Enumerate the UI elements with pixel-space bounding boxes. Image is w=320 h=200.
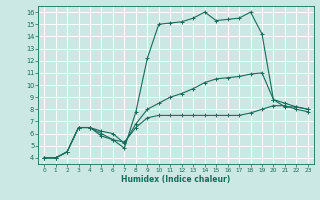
X-axis label: Humidex (Indice chaleur): Humidex (Indice chaleur) (121, 175, 231, 184)
